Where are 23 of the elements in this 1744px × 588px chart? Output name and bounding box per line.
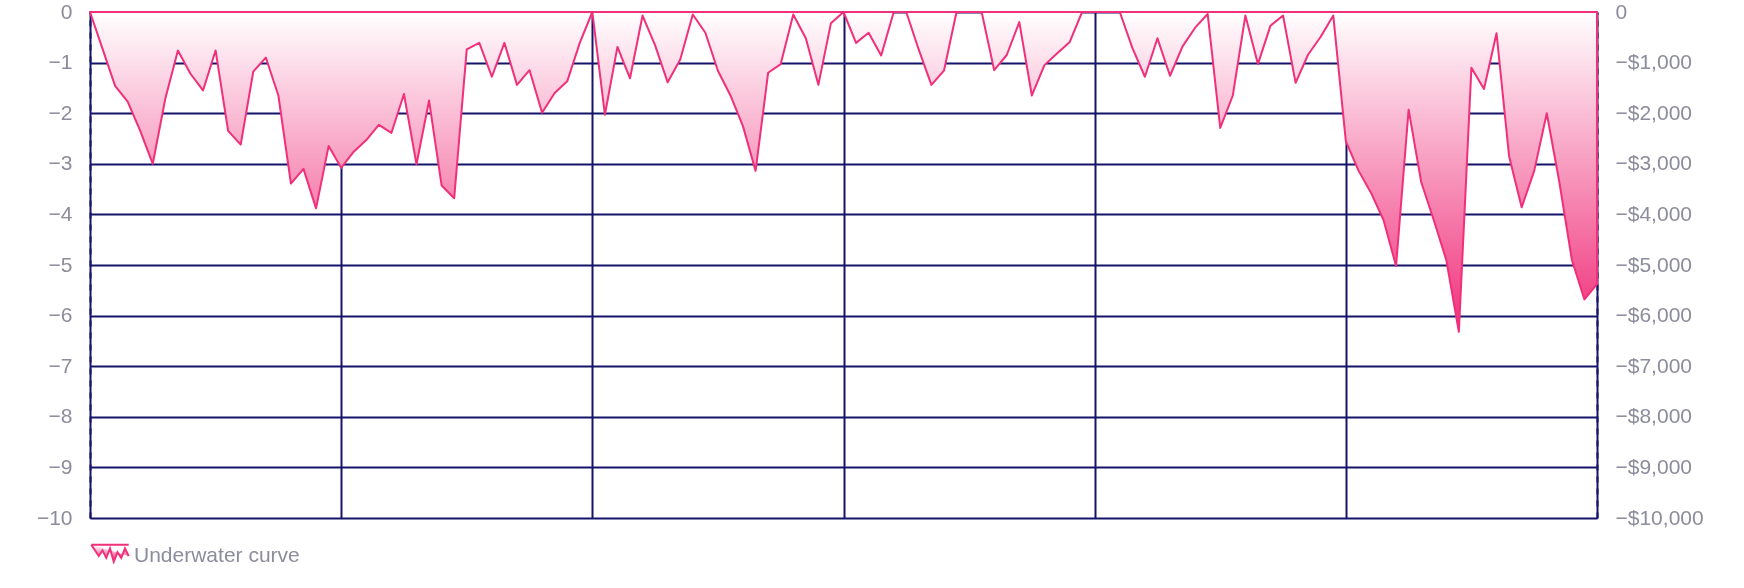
y-tick-label: −10 xyxy=(36,505,73,529)
y-tick-label: −4 xyxy=(48,201,73,225)
y2-tick-label: −$10,000 xyxy=(1615,505,1704,529)
y2-tick-label: −$9,000 xyxy=(1615,454,1692,478)
y-tick-label: −8 xyxy=(48,404,73,428)
y-tick-label: −7 xyxy=(48,353,73,377)
y2-tick-label: −$6,000 xyxy=(1615,303,1692,327)
y-tick-label: 0 xyxy=(60,0,73,23)
y2-tick-label: −$1,000 xyxy=(1615,50,1692,74)
y-tick-label: −2 xyxy=(48,100,73,124)
y2-tick-label: −$5,000 xyxy=(1615,252,1692,276)
legend-label: Underwater curve xyxy=(134,543,300,566)
y2-tick-label: −$8,000 xyxy=(1615,404,1692,428)
y2-tick-label: 0 xyxy=(1615,0,1628,23)
y-tick-label: −3 xyxy=(48,151,73,175)
y2-tick-label: −$2,000 xyxy=(1615,100,1692,124)
y-tick-label: −5 xyxy=(48,252,73,276)
y-tick-label: −6 xyxy=(48,303,73,327)
y2-tick-label: −$4,000 xyxy=(1615,201,1692,225)
y-tick-label: −9 xyxy=(48,454,73,478)
y2-tick-label: −$7,000 xyxy=(1615,353,1692,377)
y2-tick-label: −$3,000 xyxy=(1615,151,1692,175)
y-tick-label: −1 xyxy=(48,50,73,74)
